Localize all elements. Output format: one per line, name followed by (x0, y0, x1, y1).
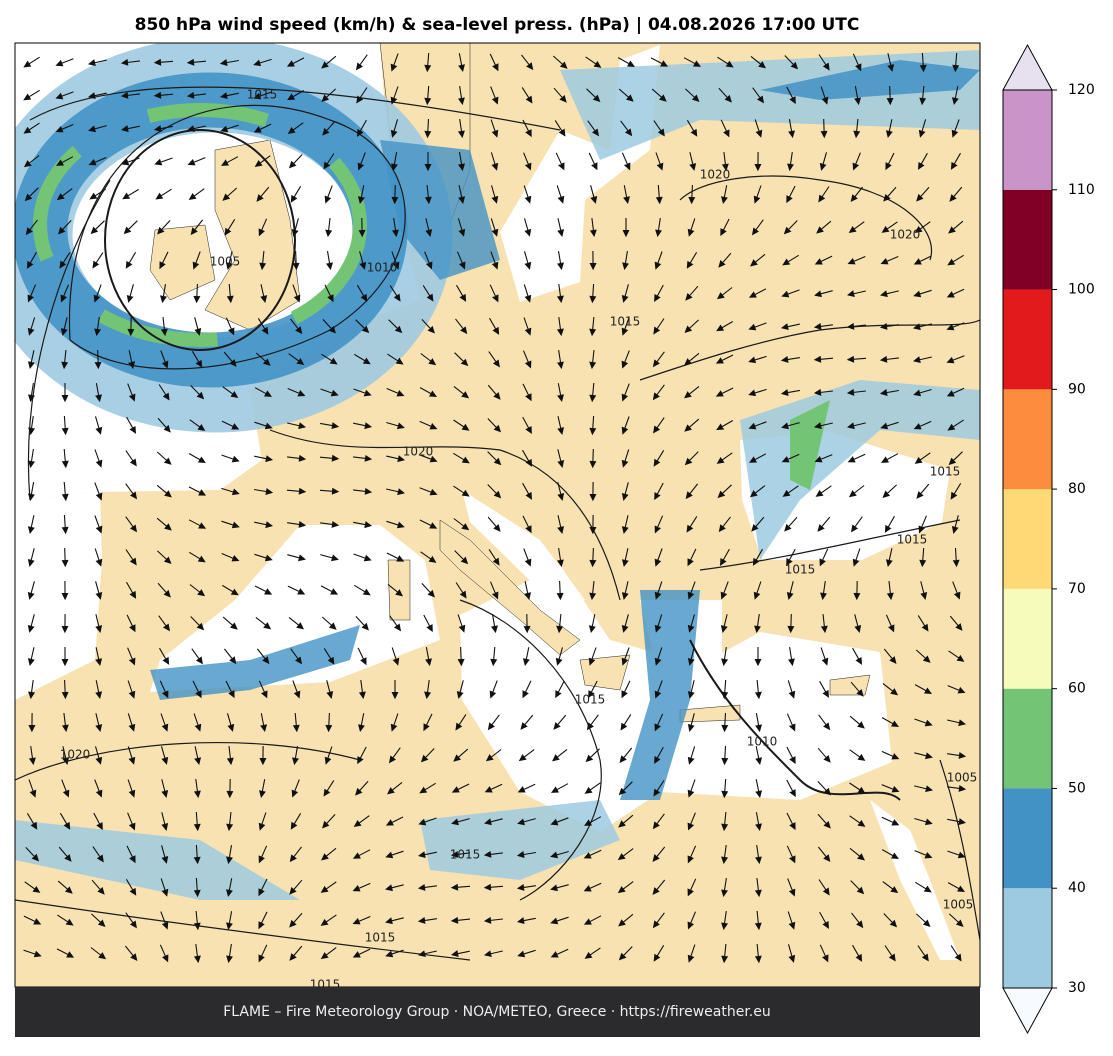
colorbar: 30 40 50 60 70 80 90 100 110 120 (1002, 43, 1095, 1035)
west-med (150, 525, 440, 692)
sicily (579, 654, 631, 691)
isobar (679, 175, 933, 261)
isobar-labels: 1015 1005 1010 1020 1020 1015 1020 1015 1015 1015… (60, 88, 978, 992)
colorbar-band (1003, 489, 1052, 589)
isobar-label: 1015 (897, 533, 928, 547)
colorbar-tick-label: 100 (1068, 282, 1095, 298)
isobar-label: 1015 (930, 465, 961, 479)
colorbar-tick-label: 90 (1068, 381, 1086, 397)
isobar (15, 899, 471, 961)
colorbar-band (1003, 788, 1052, 889)
colorbar-tick-label: 70 (1068, 581, 1086, 597)
wind-zone-50 (33, 103, 367, 347)
colorbar-frame (1002, 89, 1053, 989)
colorbar-band (1003, 688, 1052, 789)
isobar-label: 1020 (60, 748, 91, 762)
colorbar-tick-label: 110 (1068, 182, 1095, 198)
colorbar-tick-label: 40 (1068, 880, 1086, 896)
isobar (639, 319, 980, 381)
isobar (459, 599, 602, 901)
isobar-label: 1015 (247, 88, 278, 102)
isobar (689, 639, 901, 801)
colorbar-band (1003, 588, 1052, 689)
colorbar-tick-label: 50 (1068, 780, 1086, 796)
isobar-label: 1010 (367, 261, 398, 275)
isobar-label: 1005 (943, 898, 974, 912)
isobar (29, 86, 561, 131)
isobar-label: 1015 (610, 315, 641, 329)
colorbar-tick-label: 80 (1068, 481, 1086, 497)
colorbar-band (1003, 90, 1052, 190)
colorbar-extend-under (1002, 987, 1053, 1035)
isobar-label: 1015 (365, 931, 396, 945)
colorbar-band (1003, 289, 1052, 390)
isobar-label: 1015 (575, 693, 606, 707)
colorbar-tick-label: 60 (1068, 681, 1086, 697)
wind-zone-libya (420, 800, 620, 880)
cyprus (829, 674, 871, 696)
colorbar-extend-over (1002, 43, 1053, 91)
colorbar-band (1003, 888, 1052, 988)
isobar-label: 1010 (747, 735, 778, 749)
isobar (269, 429, 621, 601)
title: 850 hPa wind speed (km/h) & sea-level pr… (135, 15, 860, 35)
colorbar-tick-label: 30 (1068, 980, 1086, 996)
colorbar-tick-label: 120 (1068, 82, 1095, 98)
isobar-label: 1005 (947, 771, 978, 785)
arrow-field (23, 52, 967, 964)
isobar (939, 759, 980, 941)
colorbar-band (1003, 389, 1052, 490)
isobar-label: 1015 (785, 563, 816, 577)
atlantic-south (15, 492, 102, 700)
wind-zone-north-sea (380, 140, 500, 280)
isobar-label: 1015 (310, 978, 341, 992)
isobar-label: 1020 (890, 228, 921, 242)
red-sea (870, 800, 960, 960)
isobar (68, 105, 406, 370)
isobar (15, 742, 361, 781)
isobar (27, 179, 111, 501)
adriatic (462, 490, 585, 612)
map: 1015 1005 1010 1020 1020 1015 1020 1015 1015 1015… (15, 43, 980, 992)
colorbar-band (1003, 189, 1052, 290)
wind-shading (15, 43, 980, 900)
footer: FLAME – Fire Meteorology Group · NOA/MET… (223, 1004, 771, 1020)
isobar-label: 1005 (210, 255, 241, 269)
isobar-label: 1020 (700, 168, 731, 182)
wind-arrows (23, 52, 967, 964)
wind-zone-aegean (620, 590, 700, 800)
isobars (15, 86, 980, 961)
isobar-label: 1015 (450, 848, 481, 862)
footer-bar (15, 987, 980, 1037)
ireland (149, 224, 216, 301)
wind-zone-north (760, 60, 980, 100)
wind-zone-west-med (150, 625, 360, 700)
isobar (104, 129, 296, 351)
wind-zone-sahara (15, 820, 300, 900)
isobar-label: 1020 (403, 445, 434, 459)
